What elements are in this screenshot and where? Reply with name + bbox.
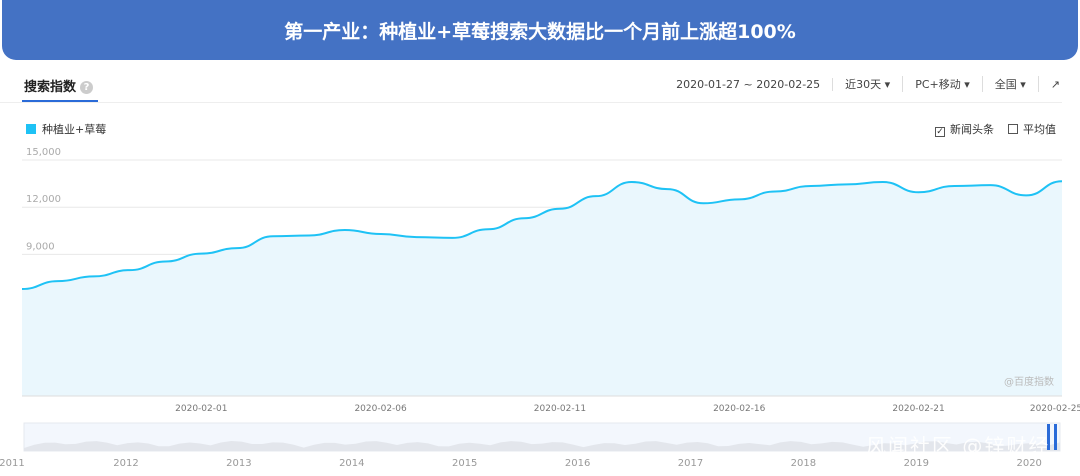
- legend-label: 种植业+草莓: [42, 123, 107, 136]
- period-dropdown[interactable]: 近30天 ▾: [833, 76, 904, 92]
- overview-handle-left[interactable]: [1047, 424, 1050, 450]
- divider: [0, 102, 1062, 103]
- series-line: [21, 180, 1063, 291]
- overview-year-label: 2014: [339, 458, 364, 469]
- overview-year-label: 2012: [113, 458, 138, 469]
- overview-year-label: 2019: [904, 458, 929, 469]
- average-checkbox[interactable]: 平均值: [1008, 121, 1056, 137]
- help-icon[interactable]: ?: [80, 81, 94, 94]
- overview-year-label: 2016: [565, 458, 590, 469]
- x-tick-label: 2020-02-21: [892, 404, 944, 414]
- baidu-index-watermark: @百度指数: [1004, 375, 1054, 388]
- overlay-watermark: 风闻社区 @锌财经: [866, 434, 1051, 458]
- overview-year-label: 2018: [791, 458, 816, 469]
- overview-year-label: 2015: [452, 458, 477, 469]
- series-area: [22, 181, 1062, 396]
- controls: 2020-01-27 ~ 2020-02-25 近30天 ▾ PC+移动 ▾ 全…: [664, 76, 1060, 92]
- overview-year-label: 2011: [0, 458, 25, 469]
- x-tick-label: 2020-02-25: [1030, 404, 1080, 414]
- overview-year-label: 2017: [678, 458, 703, 469]
- checkbox-icon: [1008, 124, 1018, 134]
- x-tick-label: 2020-02-16: [713, 404, 766, 414]
- region-dropdown[interactable]: 全国 ▾: [983, 76, 1039, 92]
- tab-search-index[interactable]: 搜索指数?: [24, 76, 94, 95]
- checkbox-checked-icon: ✓: [935, 127, 945, 137]
- news-checkbox[interactable]: ✓ 新闻头条: [935, 121, 994, 137]
- overview-year-label: 2013: [226, 458, 251, 469]
- tab-underline: [22, 100, 98, 102]
- legend[interactable]: 种植业+草莓: [26, 121, 106, 137]
- y-tick-label: 15,000: [26, 147, 61, 158]
- y-tick-label: 9,000: [26, 241, 55, 252]
- average-label: 平均值: [1023, 123, 1056, 136]
- news-label: 新闻头条: [950, 123, 994, 136]
- overview-year-label: 2020: [1016, 458, 1041, 469]
- y-tick-label: 12,000: [26, 194, 61, 205]
- banner-title: 第一产业：种植业+草莓搜索大数据比一个月前上涨超100%: [2, 0, 1078, 60]
- x-tick-label: 2020-02-01: [175, 404, 227, 414]
- overview-area: [24, 441, 1060, 451]
- x-tick-label: 2020-02-06: [354, 404, 407, 414]
- device-dropdown[interactable]: PC+移动 ▾: [903, 76, 983, 92]
- overview-handle-right[interactable]: [1054, 424, 1057, 450]
- x-tick-label: 2020-02-11: [534, 404, 586, 414]
- share-icon[interactable]: ↗: [1050, 77, 1060, 91]
- legend-swatch: [26, 124, 36, 134]
- date-range[interactable]: 2020-01-27 ~ 2020-02-25: [664, 77, 834, 91]
- tab-label: 搜索指数: [24, 80, 77, 95]
